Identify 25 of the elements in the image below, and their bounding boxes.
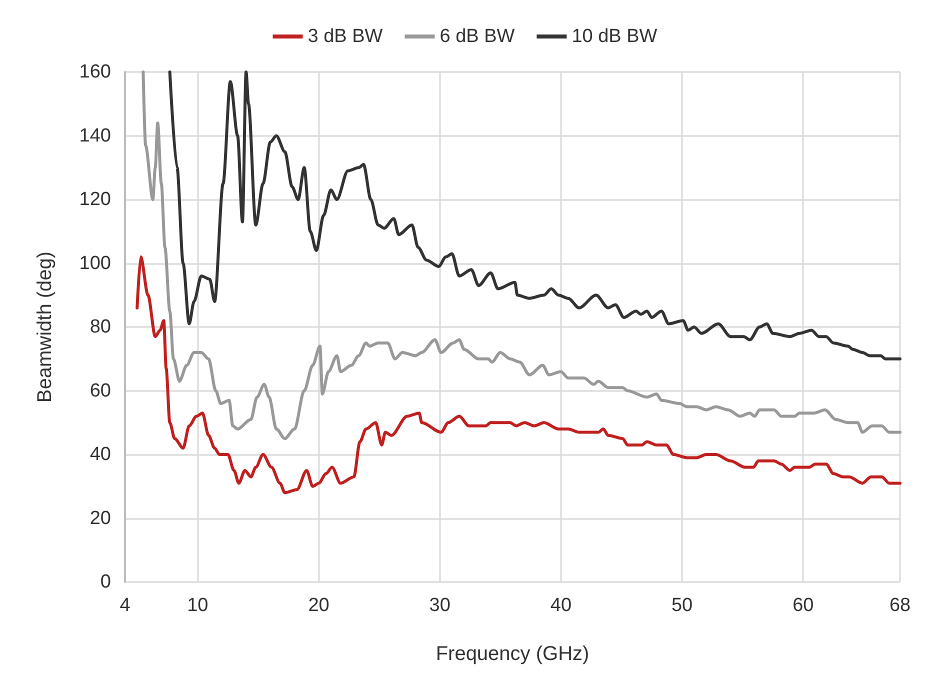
- y-tick-label: 80: [90, 316, 111, 338]
- x-tick-label: 68: [889, 595, 911, 616]
- y-tick-label: 140: [79, 125, 111, 146]
- y-tick-label: 0: [100, 572, 111, 592]
- x-axis-title: Frequency (GHz): [436, 643, 590, 665]
- y-axis-title: Beamwidth (deg): [34, 251, 56, 403]
- line-series: [168, 70, 902, 360]
- legend-label: 10 dB BW: [572, 26, 658, 47]
- y-tick-label: 20: [90, 508, 111, 529]
- y-tick-label: 100: [79, 252, 111, 274]
- y-tick-label: 60: [90, 380, 111, 402]
- y-tick-label: 160: [79, 62, 111, 82]
- x-tick-label: 60: [792, 595, 814, 616]
- y-tick-label: 120: [79, 189, 111, 210]
- legend-label: 6 dB BW: [440, 26, 515, 47]
- x-tick-label: 50: [671, 595, 693, 616]
- legend-label: 3 dB BW: [308, 26, 383, 47]
- x-tick-label: 40: [550, 595, 572, 616]
- x-tick-label: 4: [120, 595, 131, 616]
- x-tick-label: 20: [308, 595, 330, 616]
- y-tick-label: 40: [90, 444, 111, 465]
- line-series: [142, 70, 902, 440]
- x-tick-label: 30: [429, 595, 450, 616]
- line-series: [136, 255, 902, 494]
- x-tick-label: 10: [187, 595, 208, 616]
